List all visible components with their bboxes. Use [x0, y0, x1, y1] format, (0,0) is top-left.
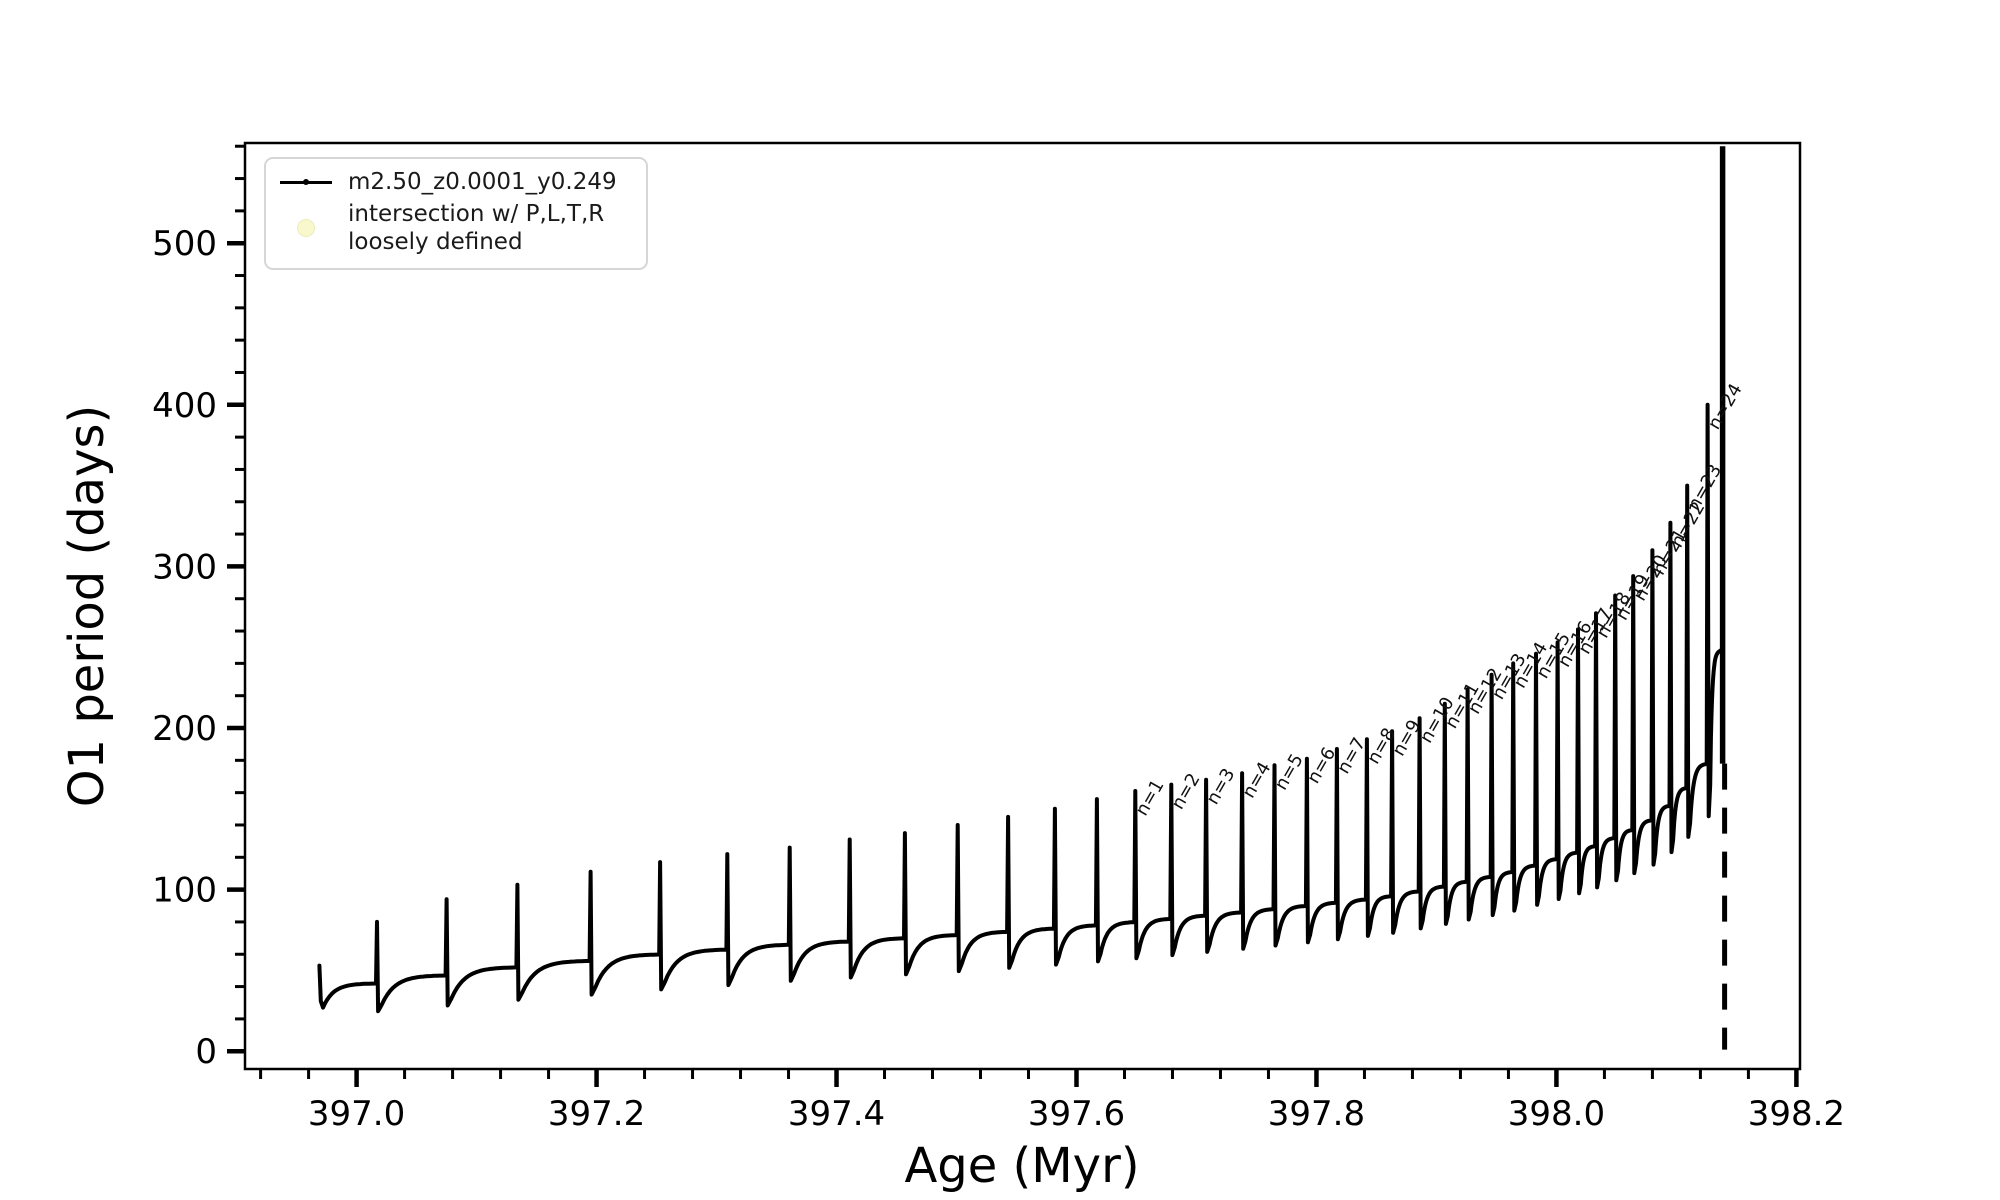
y-tick-label: 300 [152, 547, 217, 587]
dot-marker-icon [303, 179, 309, 185]
legend-circle-marker [280, 219, 332, 237]
spike-label-n23: n=23 [1683, 461, 1726, 514]
x-tick-label: 397.0 [308, 1094, 405, 1134]
y-tick-label: 100 [152, 871, 217, 911]
x-tick-label: 398.0 [1508, 1094, 1605, 1134]
y-tick-label: 500 [152, 224, 217, 264]
x-tick-label: 397.8 [1268, 1094, 1365, 1134]
legend-intersection-label: intersection w/ P,L,T,R loosely defined [348, 200, 604, 256]
spike-label-n4: n=4 [1238, 758, 1275, 801]
x-axis-label: Age (Myr) [904, 1138, 1139, 1194]
spike-label-n2: n=2 [1167, 770, 1204, 813]
series-layer [317, 146, 1728, 1050]
y-tick-label: 0 [195, 1032, 217, 1072]
line-marker-icon [280, 179, 332, 185]
legend-intersection-line2: loosely defined [348, 229, 523, 255]
legend-entry-series: m2.50_z0.0001_y0.249 [280, 168, 632, 196]
y-axis-label: O1 period (days) [59, 405, 115, 808]
spike-label-n1: n=1 [1131, 776, 1168, 819]
axes-frame [243, 141, 1802, 1071]
x-tick-label: 398.2 [1748, 1094, 1845, 1134]
spike-label-n5: n=5 [1271, 750, 1308, 793]
legend-line-marker [280, 179, 332, 185]
spike-label-n24: n=24 [1704, 380, 1747, 433]
spike-labels: n=1n=2n=3n=4n=5n=6n=7n=8n=9n=10n=11n=12n… [1131, 380, 1746, 819]
legend-entry-intersection: intersection w/ P,L,T,R loosely defined [280, 200, 632, 256]
axis-ticks: 397.0 397.2 397.4 397.6 397.8 398.0 398.2 0 100 2… [152, 144, 1845, 1134]
x-tick-label: 397.6 [1028, 1094, 1125, 1134]
y-tick-label: 400 [152, 386, 217, 426]
legend-intersection-line1: intersection w/ P,L,T,R [348, 201, 605, 227]
x-tick-label: 397.4 [788, 1094, 885, 1134]
legend: m2.50_z0.0001_y0.249 intersection w/ P,L… [264, 157, 648, 270]
circle-marker-icon [297, 219, 315, 237]
y-tick-label: 200 [152, 709, 217, 749]
series-line [317, 402, 1723, 1014]
x-tick-label: 397.2 [548, 1094, 645, 1134]
legend-series-label: m2.50_z0.0001_y0.249 [348, 169, 617, 195]
spike-label-n3: n=3 [1202, 765, 1239, 808]
